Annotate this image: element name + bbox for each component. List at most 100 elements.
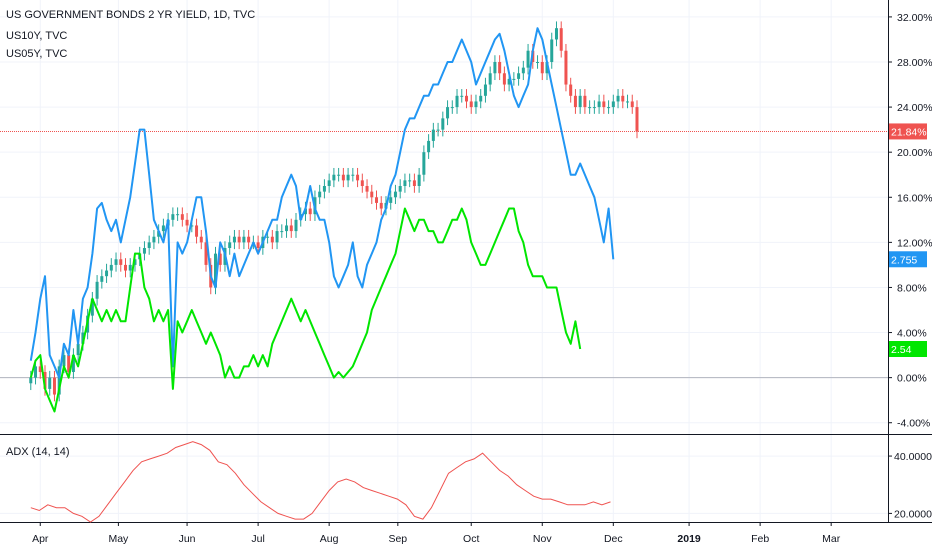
candle-body: [71, 355, 75, 372]
candle-body: [446, 107, 450, 119]
candle-body: [379, 202, 383, 209]
candle-body: [545, 62, 549, 74]
candle-body: [128, 264, 132, 271]
x-tick-label: Apr: [32, 533, 49, 545]
candle-body: [38, 366, 42, 372]
candle-body: [607, 107, 611, 109]
candle-body: [493, 62, 497, 74]
series-line-0: [29, 27, 615, 379]
adx-y-tick-label: 20.0000: [894, 508, 932, 520]
y-tick-label: 32.00%: [897, 12, 932, 24]
x-tick-label: Jun: [179, 533, 196, 545]
candle-body: [218, 253, 222, 265]
candle-body: [517, 73, 521, 79]
candle-body: [341, 174, 345, 181]
candle-body: [550, 39, 554, 62]
candle-body: [488, 73, 492, 85]
candle-body: [469, 101, 473, 108]
candle-body: [275, 231, 279, 243]
candle-body: [540, 62, 544, 74]
candle-body: [403, 180, 407, 186]
adx-y-tick-label: 40.0000: [894, 451, 932, 463]
legend-us10y: US10Y, TVC: [6, 30, 68, 42]
candle-body: [479, 95, 483, 102]
candle-body: [199, 236, 203, 243]
candle-body: [588, 107, 592, 109]
price-label-2yr-bg: [889, 123, 927, 140]
candle-body: [583, 95, 587, 108]
y-tick-label: 12.00%: [897, 237, 932, 249]
y-tick-label: 8.00%: [897, 282, 927, 294]
candle-body: [228, 242, 232, 248]
candle-body: [90, 298, 94, 316]
candle-body: [232, 236, 236, 243]
y-tick-label: 24.00%: [897, 102, 932, 114]
candle-body: [171, 214, 175, 220]
x-tick-label: 2019: [677, 533, 701, 545]
candle-body: [507, 78, 511, 85]
candle-body: [498, 62, 502, 74]
candle-body: [294, 219, 298, 232]
candle-body: [133, 259, 137, 265]
candle-body: [389, 197, 393, 203]
x-tick-label: Oct: [463, 533, 479, 545]
candle-body: [521, 67, 525, 74]
candle-body: [483, 84, 487, 96]
candle-body: [256, 242, 260, 248]
candle-body: [412, 180, 416, 186]
legend-us05y: US05Y, TVC: [6, 48, 68, 60]
candle-body: [455, 95, 459, 108]
candle-body: [29, 377, 33, 384]
candle-body: [270, 236, 274, 243]
x-tick-label: Dec: [604, 533, 623, 545]
price-label-us05y-bg: [889, 341, 927, 358]
candle-body: [327, 180, 331, 186]
candle-body: [81, 332, 85, 344]
candle-body: [43, 372, 47, 389]
candle-body: [460, 95, 464, 97]
candle-body: [318, 191, 322, 198]
candle-body: [597, 101, 601, 108]
price-label-us05y: 2.54: [891, 344, 912, 356]
x-tick-label: Jul: [251, 533, 264, 545]
candle-body: [266, 236, 270, 238]
candle-body: [105, 270, 109, 277]
candle-body: [109, 264, 113, 271]
candle-body: [152, 236, 156, 243]
candle-body: [124, 264, 128, 271]
candle-body: [237, 236, 241, 243]
candle-body: [204, 242, 208, 265]
price-label-2yr: 21.84%: [891, 126, 927, 138]
candle-body: [185, 219, 189, 226]
candle-body: [289, 225, 293, 232]
candle-body: [526, 50, 530, 68]
candle-body: [554, 28, 558, 40]
candle-body: [157, 231, 161, 237]
series-line-1: [29, 207, 582, 413]
candle-body: [616, 95, 620, 102]
candle-body: [360, 180, 364, 186]
candle-body: [375, 197, 379, 203]
candle-body: [332, 174, 336, 181]
candle-body: [564, 50, 568, 85]
candle-body: [308, 208, 312, 215]
legend-adx: ADX (14, 14): [6, 446, 70, 458]
legend-main-title: US GOVERNMENT BONDS 2 YR YIELD, 1D, TVC: [6, 9, 256, 21]
candle-body: [142, 248, 146, 254]
candle-body: [408, 180, 412, 182]
candle-body: [393, 191, 397, 198]
candle-body: [213, 253, 217, 288]
candle-body: [611, 101, 615, 108]
candle-body: [285, 225, 289, 232]
candle-body: [398, 186, 402, 192]
candle-body: [441, 118, 445, 130]
y-tick-label: 4.00%: [897, 328, 927, 340]
candle-body: [431, 129, 435, 141]
candle-body: [346, 174, 350, 181]
candle-body: [76, 343, 80, 356]
candle-body: [351, 174, 355, 176]
candle-body: [569, 84, 573, 96]
candle-body: [67, 355, 71, 372]
